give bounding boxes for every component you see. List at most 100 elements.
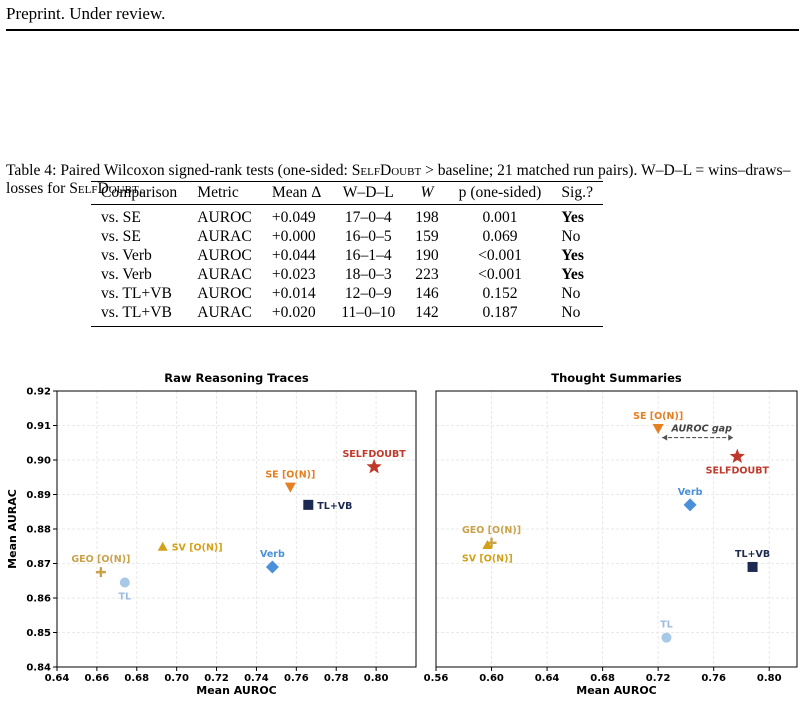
y-tick-label: 0.84 — [26, 663, 51, 674]
x-tick-label: 0.72 — [204, 673, 229, 684]
x-tick-label: 0.72 — [646, 673, 671, 684]
cell-wdl: 12–0–9 — [344, 285, 392, 302]
point-label-geo-o-n: GEO [O(N)] — [71, 554, 130, 565]
x-tick-label: 0.80 — [364, 673, 389, 684]
point-tl-vb — [747, 561, 758, 572]
cell-comparison: vs. Verb — [101, 266, 152, 283]
col-p: p (one-sided) — [458, 184, 542, 201]
cell-p: 0.152 — [482, 285, 518, 302]
cell-metric: AUROC — [197, 209, 252, 226]
cell-mean-delta: +0.023 — [271, 266, 316, 283]
cell-w: 159 — [415, 228, 439, 245]
table-row: vs. TL+VB AURAC +0.020 11–0–10 142 0.187 No — [91, 303, 603, 327]
point-label-sv-o-n: SV [O(N)] — [462, 554, 513, 565]
point-label-selfdoubt: SELFDOUBT — [342, 449, 406, 460]
cell-p: 0.001 — [482, 209, 518, 226]
gap-arrowhead-right — [728, 434, 734, 441]
table-header-row: Comparison Metric Mean Δ W–D–L W p (one-… — [91, 181, 603, 205]
cell-mean-delta: +0.000 — [271, 228, 316, 245]
cell-w: 223 — [415, 266, 439, 283]
cell-p: 0.069 — [482, 228, 518, 245]
point-label-tl: TL — [660, 620, 673, 631]
cell-sig: Yes — [561, 266, 584, 283]
cell-sig: Yes — [561, 209, 584, 226]
table-row: vs. SE AURAC +0.000 16–0–5 159 0.069 No — [91, 227, 603, 246]
table-row: vs. Verb AURAC +0.023 18–0–3 223 <0.001 Yes — [91, 265, 603, 284]
panel-title: Thought Summaries — [551, 371, 682, 385]
x-tick-label: 0.64 — [45, 673, 70, 684]
cell-p: <0.001 — [478, 266, 522, 283]
cell-metric: AURAC — [197, 228, 252, 245]
col-metric: Metric — [197, 184, 239, 201]
point-label-verb: Verb — [678, 487, 703, 498]
table-row: vs. Verb AUROC +0.044 16–1–4 190 <0.001 Yes — [91, 246, 603, 265]
point-label-sv-o-n: SV [O(N)] — [172, 542, 223, 553]
cell-mean-delta: +0.049 — [271, 209, 316, 226]
point-tl — [661, 632, 672, 643]
y-tick-label: 0.86 — [26, 594, 51, 605]
gap-arrowhead-left — [662, 434, 668, 441]
x-tick-label: 0.76 — [284, 673, 309, 684]
point-geo-o-n — [95, 567, 106, 578]
cell-metric: AURAC — [197, 266, 252, 283]
x-tick-label: 0.74 — [244, 673, 269, 684]
cell-comparison: vs. TL+VB — [101, 304, 172, 321]
cell-w: 190 — [415, 247, 439, 264]
x-tick-label: 0.70 — [164, 673, 189, 684]
x-axis-label: Mean AUROC — [576, 684, 657, 697]
cell-comparison: vs. Verb — [101, 247, 152, 264]
point-sv-o-n — [157, 541, 168, 551]
cell-metric: AUROC — [197, 247, 252, 264]
x-axis-label: Mean AUROC — [196, 684, 277, 697]
cell-comparison: vs. SE — [101, 209, 141, 226]
x-tick-label: 0.60 — [479, 673, 504, 684]
cell-w: 142 — [415, 304, 439, 321]
panel-raw-reasoning-traces: Raw Reasoning Traces 0.64 0.66 0.68 0.70 0.72… — [6, 371, 417, 697]
x-tick-label: 0.68 — [590, 673, 615, 684]
caption-suffix: . — [138, 180, 143, 197]
y-axis-label: Mean AURAC — [6, 489, 19, 569]
cell-wdl: 16–0–5 — [344, 228, 392, 245]
point-label-tl-vb: TL+VB — [317, 501, 352, 512]
point-label-selfdoubt: SELFDOUBT — [706, 466, 770, 477]
cell-sig: No — [561, 228, 581, 245]
cell-mean-delta: +0.044 — [271, 247, 316, 264]
cell-sig: Yes — [561, 247, 584, 264]
wilcoxon-table: Comparison Metric Mean Δ W–D–L W p (one-… — [91, 181, 603, 327]
caption-method: SelfDoubt — [351, 162, 422, 179]
point-label-se-o-n: SE [O(N)] — [265, 470, 315, 481]
col-w: W — [420, 184, 434, 201]
point-label-tl-vb: TL+VB — [735, 549, 770, 560]
cell-w: 198 — [415, 209, 439, 226]
cell-comparison: vs. TL+VB — [101, 285, 172, 302]
cell-mean-delta: +0.020 — [271, 304, 316, 321]
cell-p: 0.187 — [482, 304, 518, 321]
y-tick-label: 0.90 — [26, 456, 51, 467]
cell-w: 146 — [415, 285, 439, 302]
y-tick-label: 0.85 — [26, 628, 51, 639]
cell-metric: AURAC — [197, 304, 252, 321]
cell-mean-delta: +0.014 — [271, 285, 316, 302]
scatter-figure: Raw Reasoning Traces 0.64 0.66 0.68 0.70 0.72… — [6, 371, 798, 697]
point-label-se-o-n: SE [O(N)] — [633, 411, 683, 422]
x-tick-label: 0.56 — [424, 673, 449, 684]
cell-wdl: 18–0–3 — [344, 266, 392, 283]
caption-mid: > baseline; 21 matched run pairs). W–D–L… — [6, 162, 791, 197]
cell-sig: No — [561, 285, 581, 302]
col-sig: Sig.? — [561, 184, 593, 201]
cell-wdl: 17–0–4 — [344, 209, 392, 226]
y-tick-label: 0.89 — [26, 490, 51, 501]
cell-comparison: vs. SE — [101, 228, 141, 245]
point-sv-o-n — [482, 540, 493, 550]
point-verb — [265, 560, 279, 574]
point-tl-vb — [303, 499, 314, 510]
cell-wdl: 16–1–4 — [344, 247, 392, 264]
x-tick-label: 0.78 — [324, 673, 349, 684]
caption-method-2: SelfDoubt — [69, 180, 139, 197]
x-tick-label: 0.76 — [701, 673, 726, 684]
header-rule — [6, 29, 799, 31]
plot-frame — [435, 390, 798, 668]
point-se-o-n — [284, 482, 296, 493]
point-se-o-n — [652, 423, 664, 434]
x-tick-label: 0.80 — [757, 673, 782, 684]
